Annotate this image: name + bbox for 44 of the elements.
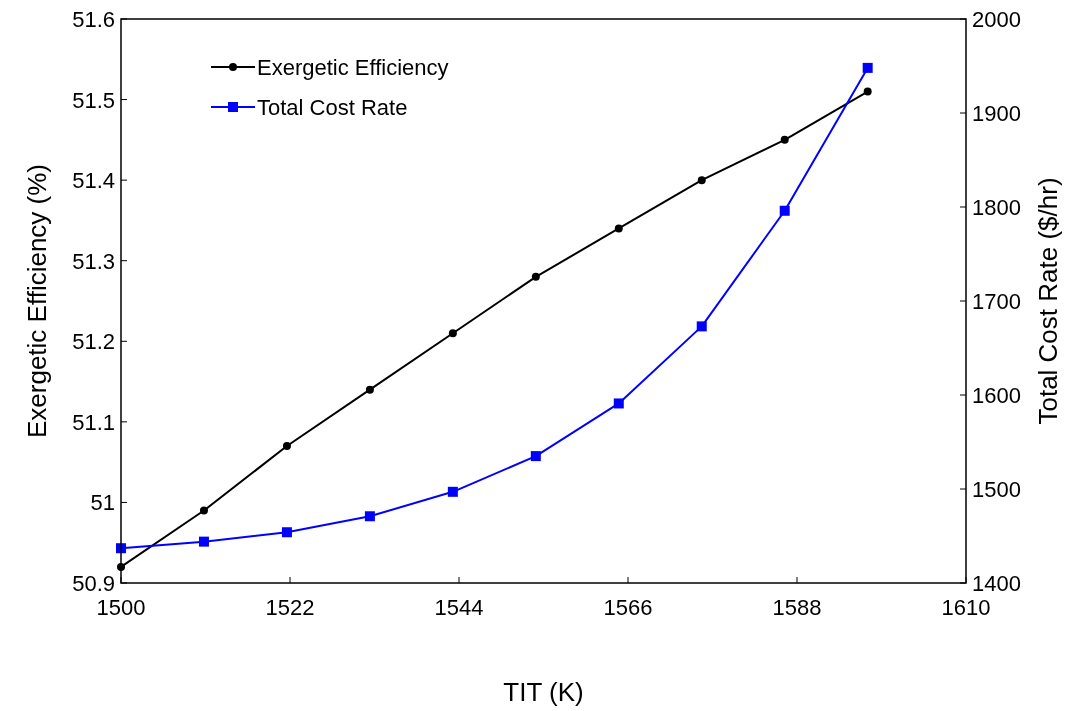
point (198, 536, 209, 547)
point (863, 87, 872, 96)
point (447, 486, 458, 497)
point (365, 385, 374, 394)
y-tick-label: 51.2 (72, 329, 115, 355)
x-axis-title: TIT (K) (503, 677, 584, 707)
y2-tick-label: 1400 (972, 571, 1021, 596)
x-tick-label: 1522 (265, 595, 315, 620)
y-axis-title: Exergetic Efficiency (%) (22, 163, 52, 439)
y2-tick-label: 1700 (972, 289, 1021, 314)
y-tick-label: 51.5 (72, 87, 115, 113)
y2-axis-title: Total Cost Rate ($/hr) (1033, 177, 1063, 425)
point (448, 329, 457, 338)
point (364, 511, 375, 522)
point (696, 321, 707, 332)
point (281, 527, 292, 538)
y-tick-label: 51.6 (72, 7, 115, 32)
y-tick-label: 51.4 (72, 168, 115, 194)
x-tick-label: 1610 (941, 595, 991, 620)
y2-tick-label: 2000 (972, 7, 1021, 32)
x-tick-label: 1500 (96, 595, 146, 620)
point (199, 506, 208, 515)
x-tick-label: 1588 (772, 595, 822, 620)
point (531, 272, 540, 281)
point (697, 176, 706, 185)
x-tick-label: 1544 (434, 595, 484, 620)
x-tick-label: 1566 (603, 595, 653, 620)
point (613, 398, 624, 409)
y-tick-label: 50.9 (72, 571, 115, 596)
point (780, 135, 789, 144)
point (530, 451, 541, 462)
point (614, 224, 623, 233)
y2-tick-label: 1800 (972, 195, 1021, 220)
point (282, 442, 291, 451)
y-tick-label: 51.3 (72, 248, 115, 274)
y-tick-label: 51 (90, 490, 115, 516)
legend-label: Exergetic Efficiency (257, 55, 449, 80)
y2-tick-label: 1900 (972, 101, 1021, 126)
point (779, 205, 790, 216)
y2-tick-label: 1500 (972, 477, 1021, 502)
legend-label: Total Cost Rate (257, 95, 408, 120)
y-tick-label: 51.1 (72, 409, 115, 435)
point (862, 62, 873, 73)
y2-tick-label: 1600 (972, 383, 1021, 408)
